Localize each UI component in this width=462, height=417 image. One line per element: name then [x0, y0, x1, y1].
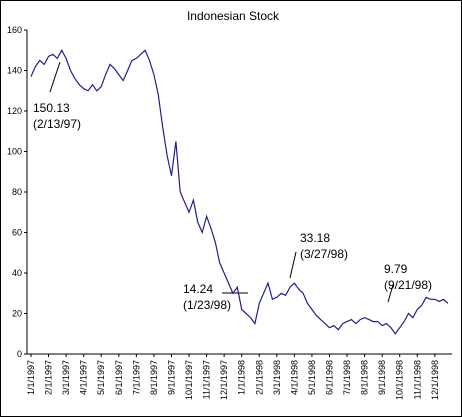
annotation-date: (9/21/98) — [384, 278, 432, 292]
y-tick-label: 60 — [12, 228, 22, 238]
x-tick-label: 1/1/1998 — [237, 360, 247, 395]
y-tick-label: 160 — [7, 25, 22, 35]
chart-title: Indonesian Stock — [187, 9, 280, 23]
x-tick-label: 5/1/1998 — [307, 360, 317, 395]
y-tick-label: 140 — [7, 66, 22, 76]
annotation-date: (3/27/98) — [300, 247, 348, 261]
x-tick-label: 11/1/1998 — [412, 360, 422, 399]
x-tick-label: 6/1/1997 — [114, 360, 124, 395]
y-tick-label: 80 — [12, 187, 22, 197]
x-tick-label: 8/1/1998 — [360, 360, 370, 395]
x-tick-label: 7/1/1997 — [131, 360, 141, 395]
x-tick-label: 1/1/1997 — [26, 360, 36, 395]
y-tick-label: 100 — [7, 147, 22, 157]
x-tick-label: 4/1/1997 — [79, 360, 89, 395]
x-tick-label: 10/1/1998 — [395, 360, 405, 400]
x-tick-label: 5/1/1997 — [96, 360, 106, 395]
annotation-value: 33.18 — [300, 231, 330, 245]
x-tick-label: 12/1/1998 — [430, 360, 440, 400]
x-tick-label: 2/1/1998 — [254, 360, 264, 395]
x-tick-label: 9/1/1998 — [377, 360, 387, 395]
y-tick-label: 20 — [12, 309, 22, 319]
y-tick-label: 120 — [7, 106, 22, 116]
x-tick-label: 12/1/1997 — [219, 360, 229, 400]
arrows — [49, 61, 394, 303]
line — [30, 49, 449, 335]
x-tick-label: 2/1/1997 — [44, 360, 54, 395]
x-tick-label: 9/1/1997 — [166, 360, 176, 395]
x-tick-label: 11/1/1997 — [202, 360, 212, 399]
x-tick-label: 7/1/1998 — [342, 360, 352, 395]
x-tick-label: 8/1/1997 — [149, 360, 159, 395]
x-tick-label: 4/1/1998 — [289, 360, 299, 395]
x-tick-label: 10/1/1997 — [184, 360, 194, 400]
annotation-date: (2/13/97) — [33, 117, 81, 131]
x-tick-label: 3/1/1998 — [272, 360, 282, 395]
x-tick-label: 6/1/1998 — [324, 360, 334, 395]
x-tick-label: 3/1/1997 — [61, 360, 71, 395]
annotation-value: 14.24 — [183, 282, 213, 296]
y-tick-label: 40 — [12, 268, 22, 278]
y-tick-label: 0 — [17, 349, 22, 359]
annotation-value: 150.13 — [33, 101, 70, 115]
annotation-value: 9.79 — [384, 262, 408, 276]
annotation-date: (1/23/98) — [183, 298, 231, 312]
